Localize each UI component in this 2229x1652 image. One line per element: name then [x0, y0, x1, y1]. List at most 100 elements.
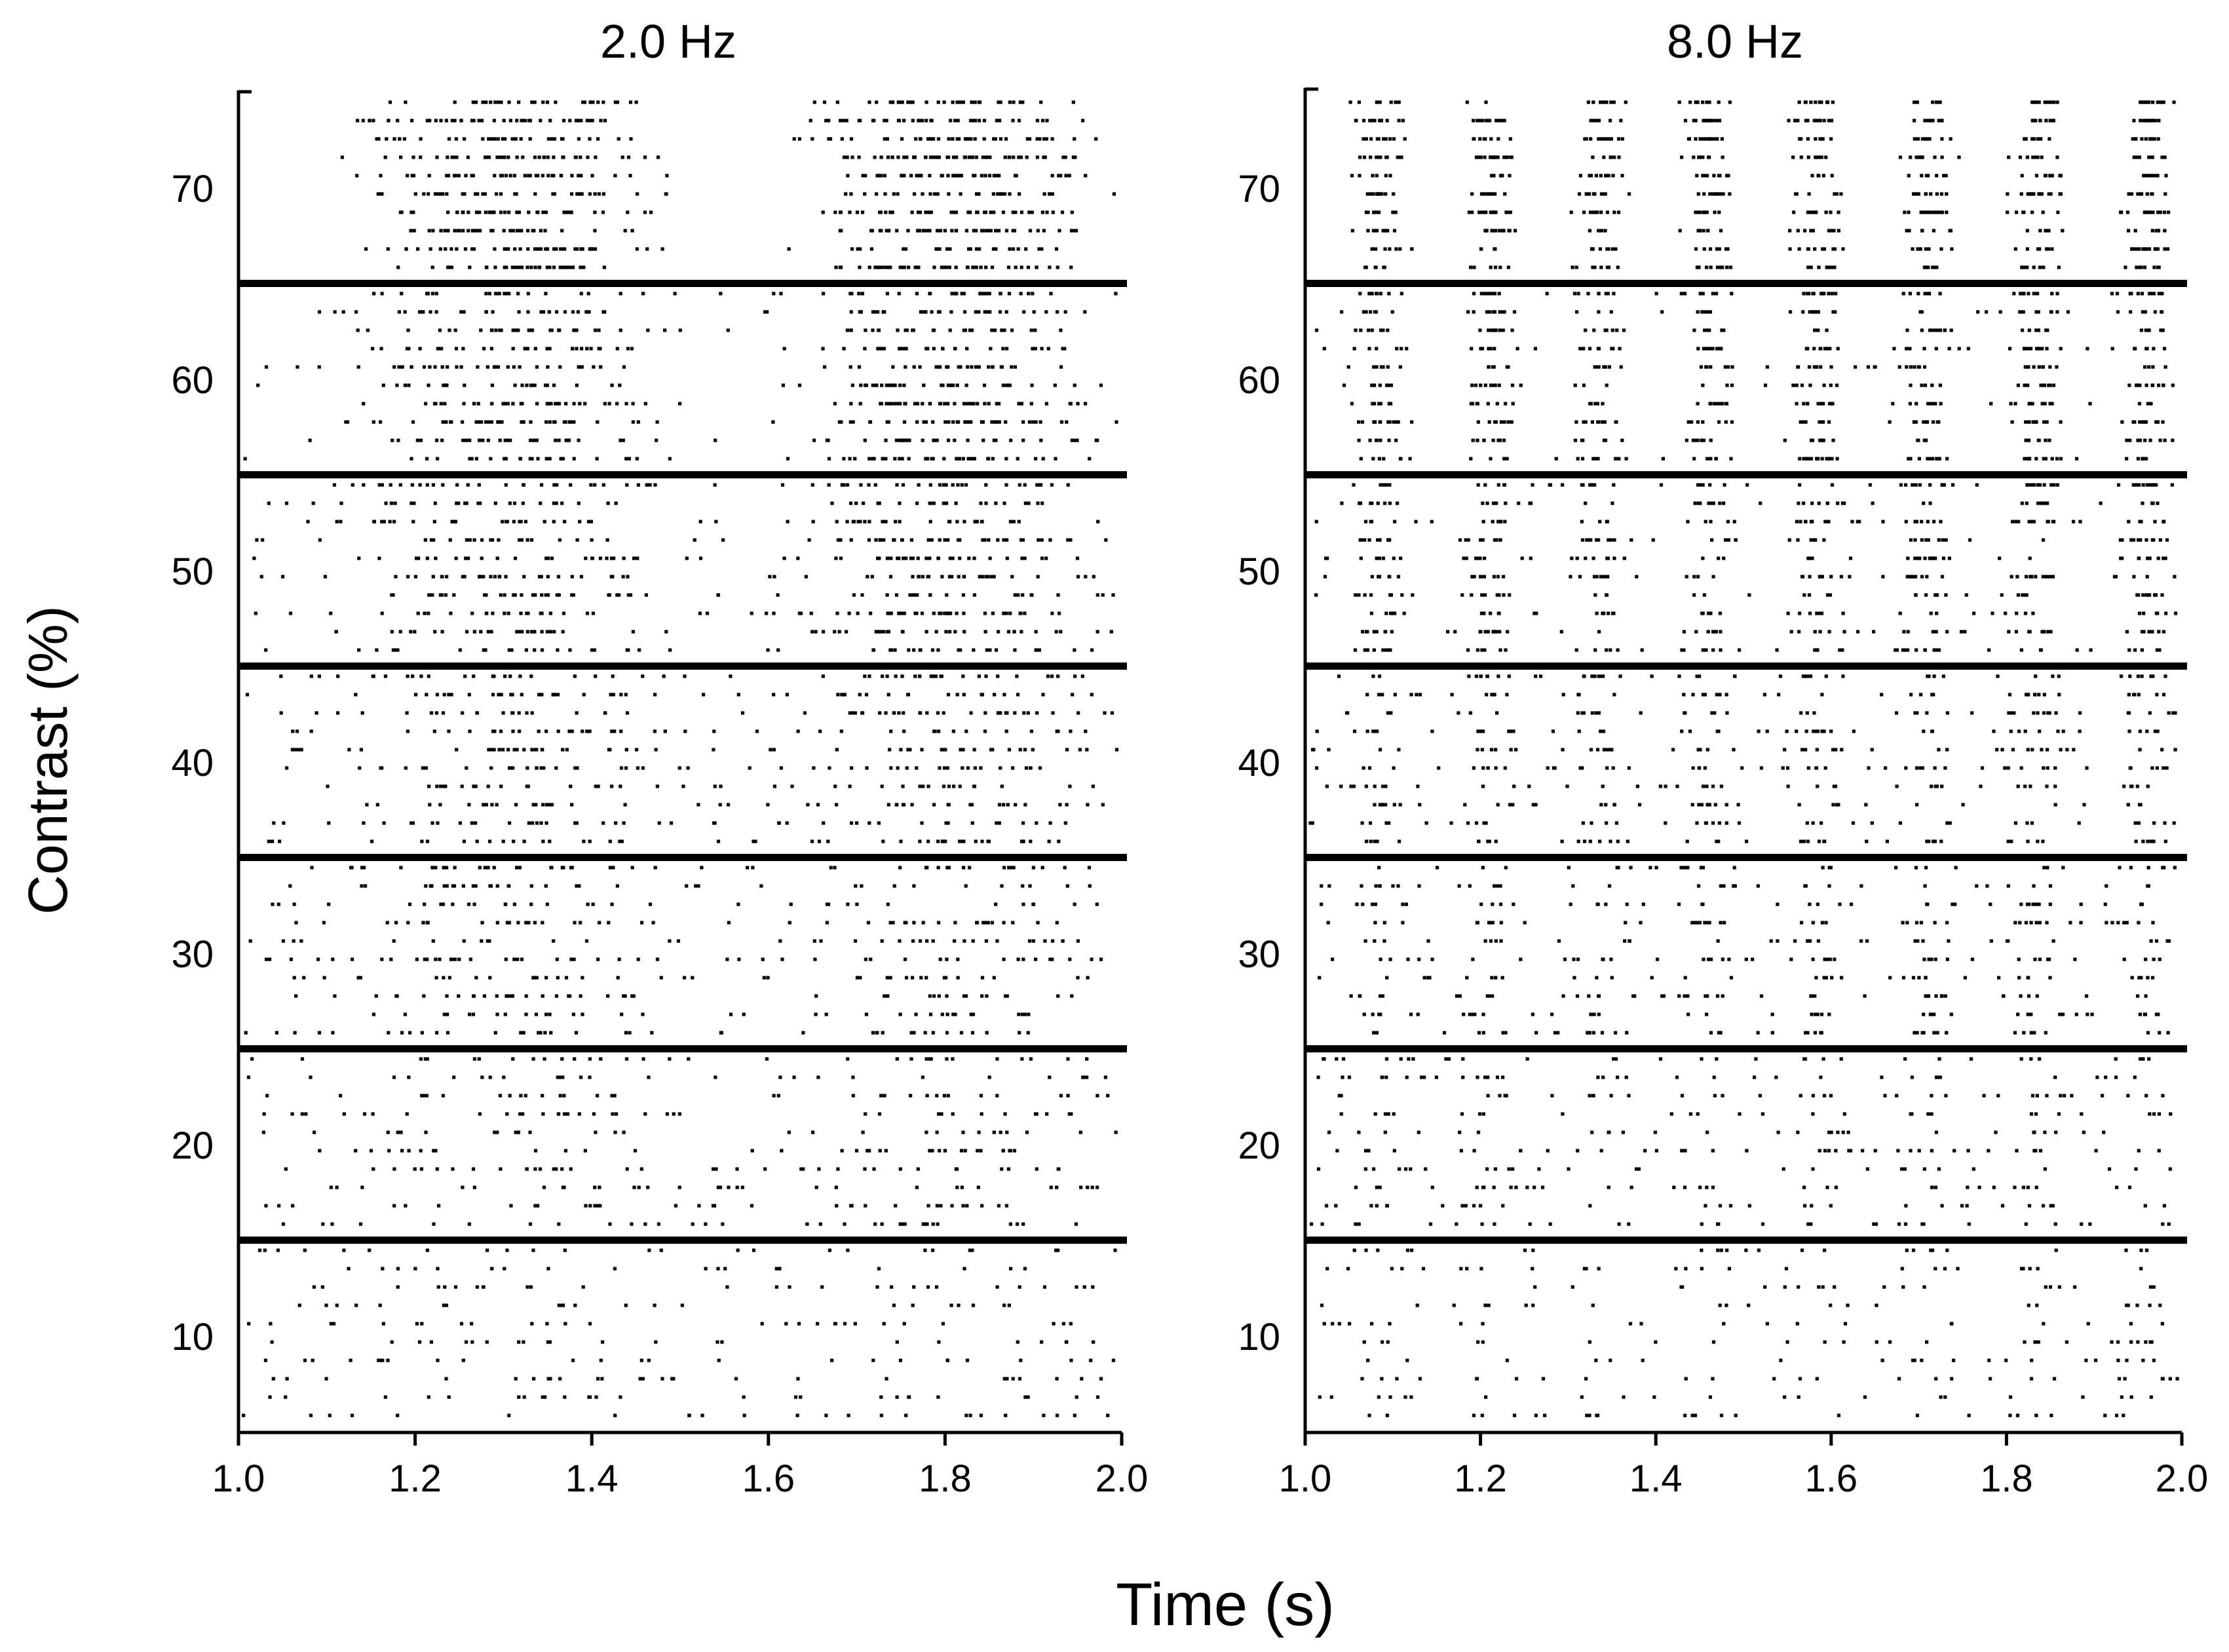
spike-mark [304, 1112, 308, 1116]
spike-mark [2153, 310, 2157, 314]
spike-mark [294, 994, 298, 998]
spike-mark [846, 174, 850, 178]
spike-mark [433, 365, 437, 369]
spike-mark [1705, 210, 1709, 214]
spike-mark [1940, 210, 1944, 214]
spike-mark [588, 192, 592, 196]
spike-mark [440, 593, 444, 597]
spike-mark [445, 192, 449, 196]
spike-mark [1066, 1057, 1070, 1061]
spike-mark [972, 784, 976, 788]
spike-mark [821, 347, 825, 351]
spike-mark [736, 902, 740, 906]
spike-mark [1588, 483, 1592, 487]
spike-mark [824, 119, 828, 123]
spike-mark [361, 119, 365, 123]
spike-mark [2163, 247, 2167, 251]
spike-mark [654, 1340, 658, 1344]
spike-mark [463, 137, 467, 141]
spike-mark [328, 1413, 332, 1417]
spike-mark [605, 538, 609, 542]
spike-mark [1940, 137, 1944, 141]
spike-mark [1620, 137, 1624, 141]
spike-mark [812, 438, 816, 442]
spike-mark [568, 119, 572, 123]
spike-mark [591, 902, 595, 906]
spike-mark [1809, 265, 1813, 269]
spike-mark [1604, 174, 1608, 178]
spike-mark [281, 575, 285, 579]
spike-mark [1000, 884, 1004, 888]
spike-mark [432, 729, 436, 733]
spike-mark [454, 137, 458, 141]
spike-mark [700, 866, 704, 870]
spike-mark [1092, 1340, 1095, 1344]
spike-mark [381, 1358, 385, 1362]
spike-mark [508, 438, 512, 442]
spike-mark [1031, 347, 1035, 351]
spike-mark [452, 155, 456, 159]
spike-mark [839, 265, 843, 269]
spike-mark [1692, 328, 1696, 332]
spike-mark [834, 556, 838, 560]
spike-mark [673, 292, 677, 296]
spike-mark [961, 593, 965, 597]
spike-mark [892, 1303, 896, 1307]
spike-mark [639, 1358, 643, 1362]
spike-mark [1816, 328, 1820, 332]
spike-mark [1593, 265, 1597, 269]
spike-mark [335, 520, 339, 524]
spike-mark [669, 821, 674, 825]
spike-mark [503, 457, 506, 461]
spike-mark [615, 593, 619, 597]
spike-mark [902, 1322, 906, 1326]
spike-mark [683, 674, 687, 678]
spike-mark [1398, 365, 1402, 369]
spike-mark [984, 229, 988, 233]
y-tick-label: 10 [171, 1316, 214, 1358]
spike-mark [880, 265, 884, 269]
spike-mark [1040, 866, 1044, 870]
spike-mark [569, 957, 573, 961]
spike-mark [525, 611, 529, 615]
spike-mark [492, 210, 496, 214]
spike-mark [545, 803, 549, 807]
spike-mark [598, 1204, 602, 1208]
spike-mark [1004, 310, 1008, 314]
spike-mark [1709, 402, 1713, 406]
spike-mark [891, 365, 895, 369]
spike-mark [1905, 347, 1909, 351]
spike-mark [1039, 100, 1043, 104]
spike-mark [1926, 119, 1930, 123]
spike-mark [594, 155, 598, 159]
spike-mark [1694, 438, 1698, 442]
spike-mark [1694, 247, 1698, 251]
spike-mark [919, 137, 923, 141]
spike-mark [276, 902, 280, 906]
spike-mark [480, 939, 484, 943]
spike-mark [501, 137, 505, 141]
spike-mark [822, 292, 826, 296]
spike-mark [1479, 210, 1483, 214]
spike-mark [588, 1057, 592, 1061]
spike-mark [2025, 247, 2029, 251]
spike-mark [1366, 210, 1370, 214]
spike-mark [983, 538, 987, 542]
spike-mark [530, 100, 534, 104]
spike-mark [548, 457, 552, 461]
spike-mark [556, 1075, 560, 1079]
spike-mark [594, 1130, 598, 1134]
spike-mark [1072, 155, 1076, 159]
spike-mark [1476, 119, 1479, 123]
spike-mark [605, 556, 609, 560]
spike-mark [611, 693, 615, 697]
spike-mark [2034, 310, 2038, 314]
spike-mark [462, 839, 466, 843]
spike-mark [1810, 438, 1814, 442]
spike-mark [1607, 174, 1610, 178]
spike-mark [531, 229, 535, 233]
spike-mark [1472, 292, 1476, 296]
spike-mark [392, 1075, 396, 1079]
spike-mark [1475, 402, 1479, 406]
spike-mark [535, 402, 539, 406]
